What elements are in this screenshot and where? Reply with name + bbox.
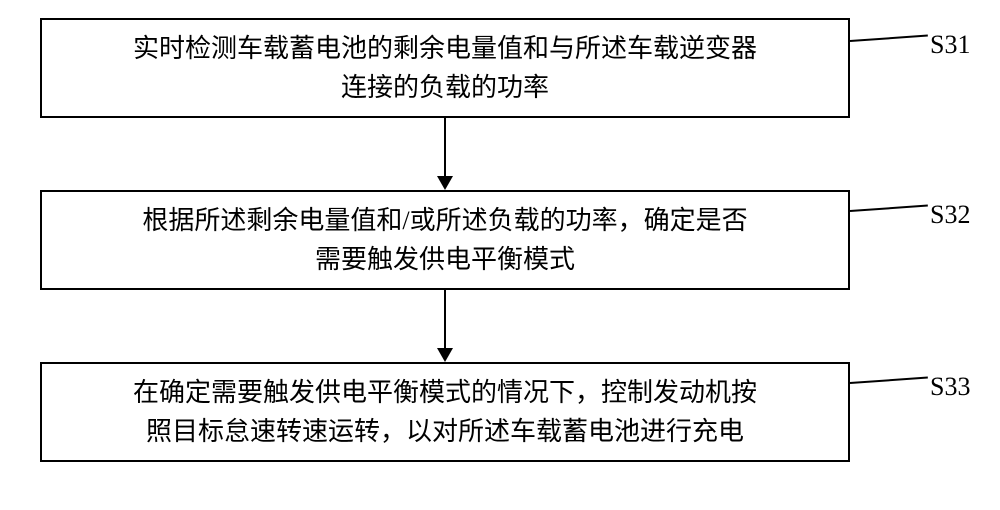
step-3-label: S33 [930,372,970,402]
step-2-label: S32 [930,200,970,230]
step-3-line2: 照目标怠速转速运转，以对所述车载蓄电池进行充电 [146,417,744,446]
arrow-1-line [444,118,446,176]
arrow-down-icon [437,176,453,190]
flowchart-step-1: 实时检测车载蓄电池的剩余电量值和与所述车载逆变器 连接的负载的功率 [40,18,850,118]
arrow-1 [437,118,453,190]
arrow-down-icon [437,348,453,362]
step-2-line1: 根据所述剩余电量值和/或所述负载的功率，确定是否 [142,206,747,235]
step-1-connector [850,35,928,42]
step-3-connector [850,377,928,384]
step-2-text: 根据所述剩余电量值和/或所述负载的功率，确定是否 需要触发供电平衡模式 [142,201,747,279]
step-1-label: S31 [930,30,970,60]
step-1-text: 实时检测车载蓄电池的剩余电量值和与所述车载逆变器 连接的负载的功率 [133,29,757,107]
step-1-line2: 连接的负载的功率 [341,73,549,102]
step-2-line2: 需要触发供电平衡模式 [315,245,575,274]
step-1-line1: 实时检测车载蓄电池的剩余电量值和与所述车载逆变器 [133,34,757,63]
arrow-2-line [444,290,446,348]
step-3-text: 在确定需要触发供电平衡模式的情况下，控制发动机按 照目标怠速转速运转，以对所述车… [133,373,757,451]
flowchart-container: 实时检测车载蓄电池的剩余电量值和与所述车载逆变器 连接的负载的功率 S31 根据… [0,0,1000,510]
step-2-connector [850,205,928,212]
flowchart-step-3: 在确定需要触发供电平衡模式的情况下，控制发动机按 照目标怠速转速运转，以对所述车… [40,362,850,462]
step-3-line1: 在确定需要触发供电平衡模式的情况下，控制发动机按 [133,378,757,407]
flowchart-step-2: 根据所述剩余电量值和/或所述负载的功率，确定是否 需要触发供电平衡模式 [40,190,850,290]
arrow-2 [437,290,453,362]
